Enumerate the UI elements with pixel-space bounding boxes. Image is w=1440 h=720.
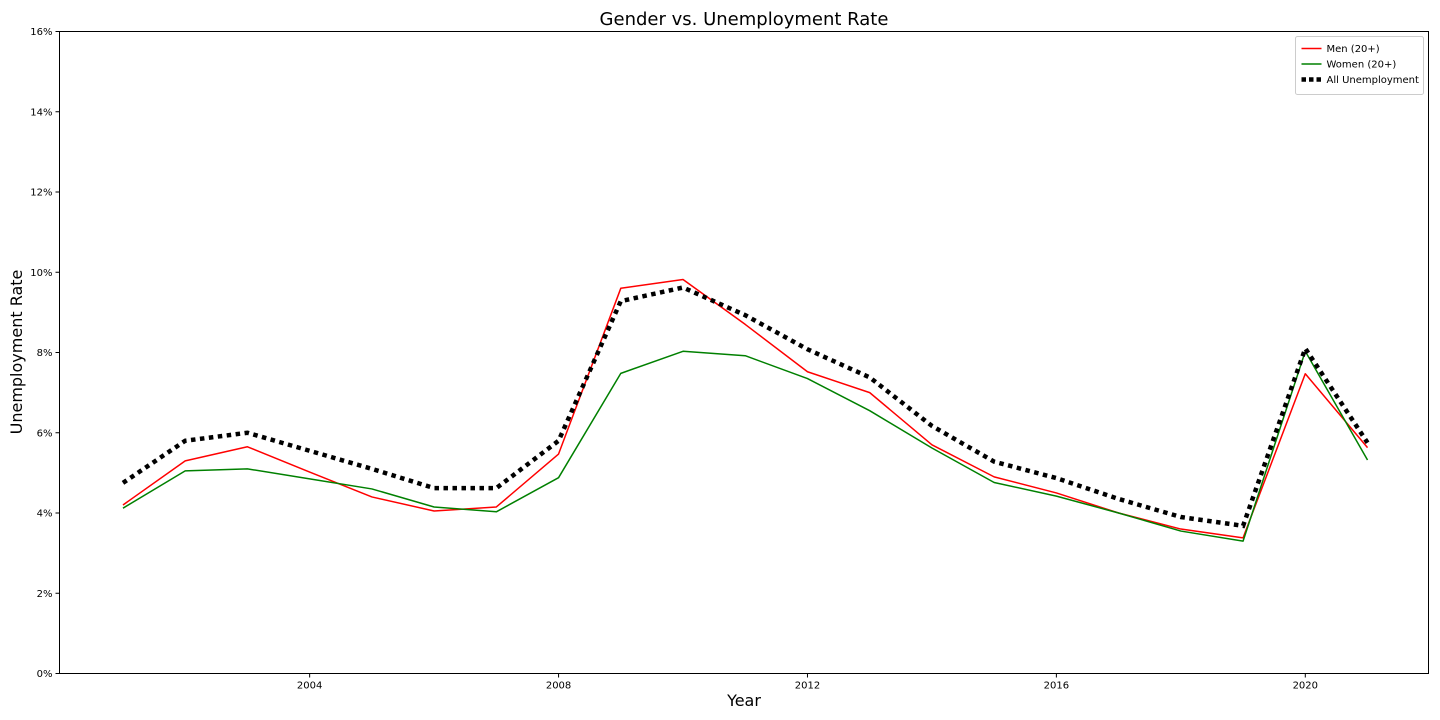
x-tick-label: 2020 (1293, 681, 1318, 692)
series-line-women-20 (122, 350, 1369, 542)
x-axis-title: Year (726, 691, 761, 710)
y-tick-label: 16% (30, 27, 52, 38)
x-tick-label: 2008 (546, 681, 571, 692)
legend: Men (20+) Women (20+) All Unemployment (1295, 36, 1424, 95)
y-tick-label: 0% (37, 669, 53, 680)
y-tick-label: 14% (30, 107, 52, 118)
x-tick-label: 2016 (1044, 681, 1069, 692)
legend-entry-label: Men (20+) (1327, 44, 1380, 55)
y-axis-title: Unemployment Rate (7, 270, 26, 435)
y-tick-label: 8% (37, 348, 53, 359)
legend-entry-label: All Unemployment (1327, 75, 1420, 86)
series-line-men-20 (122, 278, 1369, 539)
plot-area (59, 31, 1429, 674)
x-tick-label: 2012 (795, 681, 820, 692)
y-tick-label: 12% (30, 188, 52, 199)
series-line-all-unemployment (121, 285, 1370, 529)
y-tick-label: 2% (37, 589, 53, 600)
y-tick-label: 4% (37, 509, 53, 520)
y-tick-label: 10% (30, 268, 52, 279)
legend-entry-label: Women (20+) (1327, 60, 1397, 71)
chart-title: Gender vs. Unemployment Rate (600, 9, 889, 30)
x-tick-label: 2004 (297, 681, 322, 692)
y-tick-label: 6% (37, 428, 53, 439)
legend-frame (1295, 36, 1424, 95)
